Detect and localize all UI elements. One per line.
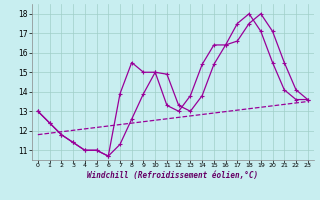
X-axis label: Windchill (Refroidissement éolien,°C): Windchill (Refroidissement éolien,°C) — [87, 171, 258, 180]
